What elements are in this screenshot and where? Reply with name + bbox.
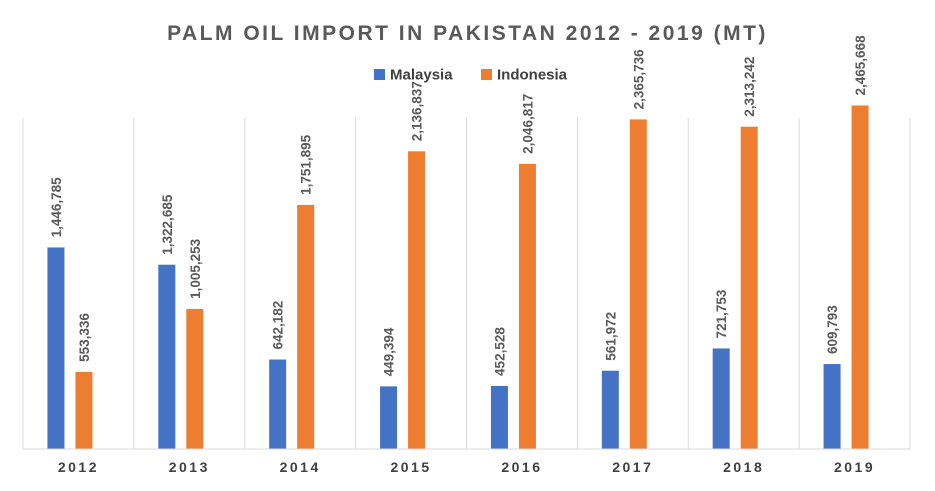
data-label-indonesia-2015: 2,136,837 [410,81,425,141]
chart-title: PALM OIL IMPORT IN PAKISTAN 2012 - 2019 … [167,22,768,45]
data-label-indonesia-2013: 1,005,253 [188,238,203,299]
data-label-indonesia-2017: 2,365,736 [631,49,646,110]
x-tick-label-2015: 2015 [390,459,431,475]
x-tick-labels: 2012 2013 2014 2015 2016 2017 2018 2019 [58,459,875,475]
data-label-indonesia-2018: 2,313,242 [742,57,757,117]
x-tick-label-2012: 2012 [58,459,99,475]
data-label-malaysia-2012: 1,446,785 [49,177,64,238]
bar-indonesia-2017 [629,119,647,449]
bar-indonesia-2015 [408,151,426,450]
data-label-indonesia-2016: 2,046,817 [520,94,535,154]
legend: Malaysia Indonesia [374,67,568,84]
data-label-indonesia-2019: 2,465,668 [853,35,868,96]
x-tick-label-2013: 2013 [169,459,210,475]
bar-malaysia-2017 [601,370,619,449]
data-label-malaysia-2013: 1,322,685 [160,194,175,255]
data-label-malaysia-2017: 561,972 [603,312,618,361]
bar-indonesia-2012 [75,371,93,449]
x-tick-label-2016: 2016 [501,459,542,475]
bars [47,105,869,450]
x-tick-label-2017: 2017 [612,459,653,475]
data-label-indonesia-2014: 1,751,895 [299,134,314,195]
legend-swatch-malaysia [374,69,385,80]
legend-swatch-indonesia [481,69,492,80]
bar-malaysia-2019 [823,364,841,449]
legend-label-indonesia: Indonesia [497,67,568,84]
bar-malaysia-2018 [712,348,730,449]
bar-indonesia-2019 [851,105,869,449]
bar-malaysia-2012 [47,247,65,449]
x-tick-label-2014: 2014 [280,459,321,475]
x-tick-label-2018: 2018 [723,459,764,475]
x-tick-label-2019: 2019 [834,459,875,475]
data-label-malaysia-2018: 721,753 [714,289,729,338]
data-labels: 1,446,785 553,336 1,322,685 1,005,253 642,18… [49,35,868,376]
data-label-indonesia-2012: 553,336 [77,313,92,362]
bar-indonesia-2016 [518,163,536,449]
bar-indonesia-2013 [186,308,204,449]
bar-malaysia-2014 [269,359,287,449]
data-label-malaysia-2014: 642,182 [271,301,286,350]
data-label-malaysia-2019: 609,793 [825,305,840,354]
bar-indonesia-2018 [740,126,758,449]
legend-label-malaysia: Malaysia [390,67,453,84]
bar-malaysia-2013 [158,264,176,449]
category-dividers [22,118,911,449]
bar-indonesia-2014 [297,204,315,449]
data-label-malaysia-2016: 452,528 [492,327,507,376]
data-label-malaysia-2015: 449,394 [382,327,397,376]
bar-malaysia-2015 [380,386,398,449]
bar-malaysia-2016 [490,385,508,449]
